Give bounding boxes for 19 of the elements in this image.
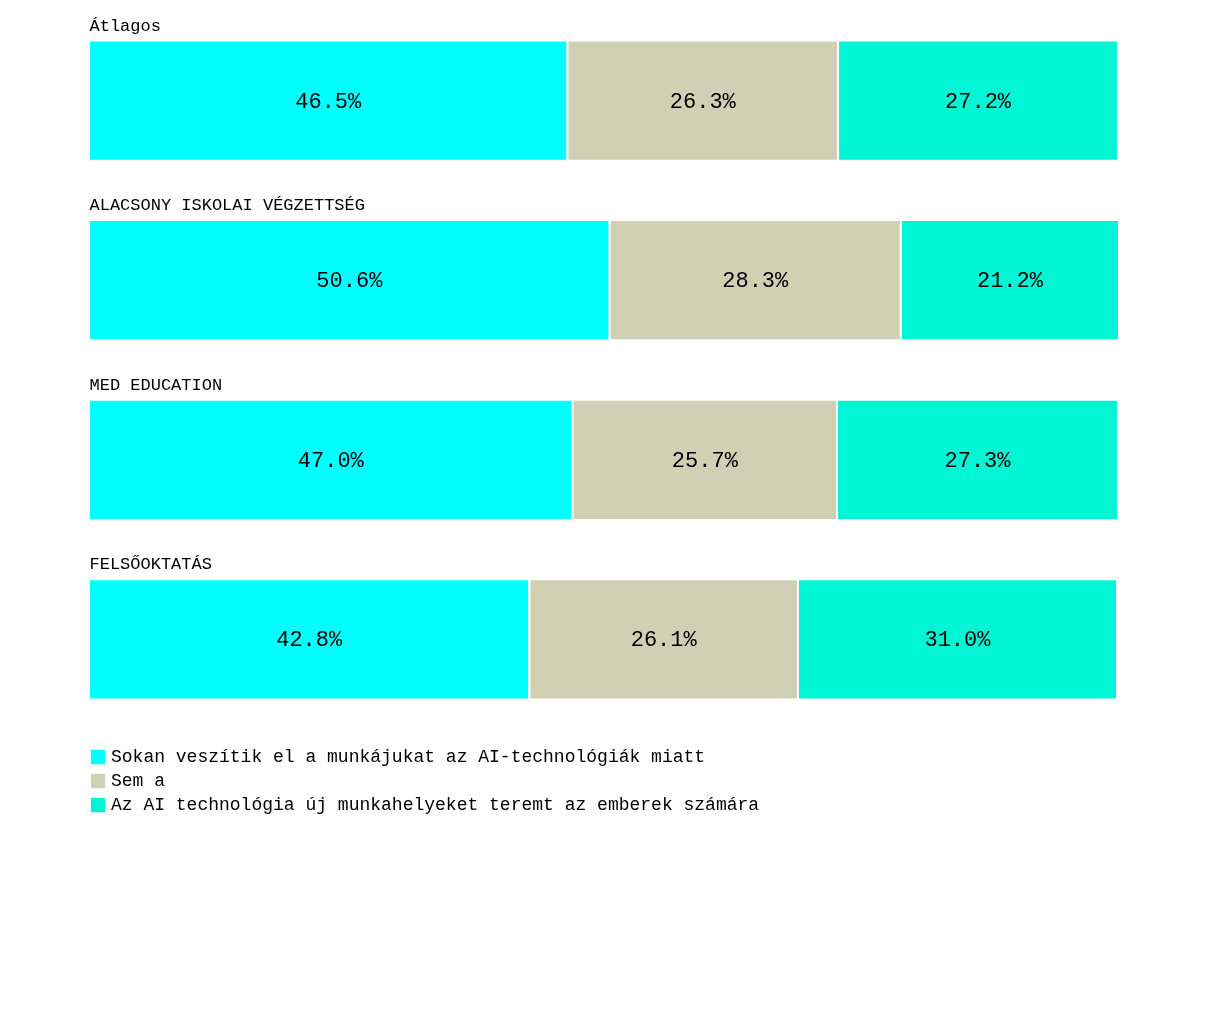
data-label: 47.0%	[297, 448, 365, 474]
y-tick-label: MED EDUCATION	[89, 375, 223, 395]
data-label: 28.3%	[722, 269, 790, 295]
y-tick-label: ALACSONY ISKOLAI VÉGZETTSÉG	[89, 196, 365, 216]
data-label: 46.5%	[295, 89, 363, 115]
data-label: 25.7%	[671, 448, 739, 474]
data-label: 27.3%	[944, 448, 1012, 474]
data-label: 26.1%	[630, 628, 698, 654]
data-label: 21.2%	[976, 269, 1044, 295]
legend-label: Sokan veszítik el a munkájukat az AI-technológiák miatt	[111, 747, 706, 767]
data-label: 27.2%	[945, 89, 1012, 115]
y-tick-label: Átlagos	[89, 16, 161, 36]
data-label: 26.3%	[669, 89, 737, 115]
data-label: 31.0%	[924, 628, 992, 654]
data-label: 42.8%	[276, 628, 343, 654]
data-label: 50.6%	[316, 269, 384, 295]
legend-label: Az AI technológia új munkahelyeket teremt az emberek számára	[111, 795, 760, 815]
y-tick-label: FELSŐOKTATÁS	[89, 554, 212, 575]
legend-label: Sem a	[111, 771, 166, 791]
